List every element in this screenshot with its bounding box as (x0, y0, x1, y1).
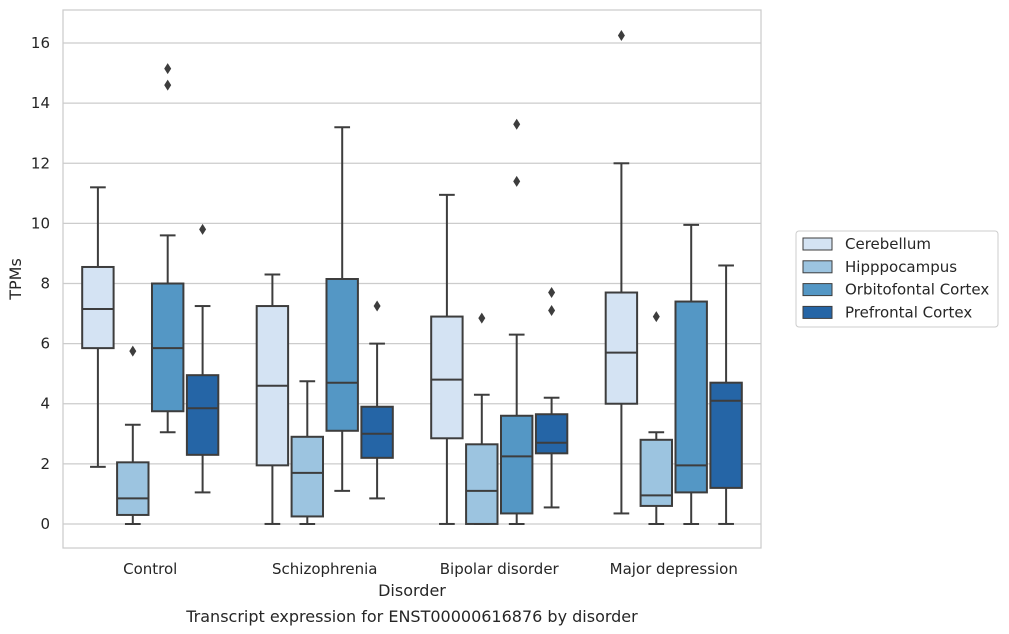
box-1-0 (255, 273, 290, 525)
x-tick-label: Bipolar disorder (440, 560, 560, 578)
outlier-point (548, 287, 556, 299)
outlier-point (617, 30, 625, 42)
box-body (674, 300, 708, 494)
legend-swatch (802, 260, 833, 274)
y-tick-label: 10 (31, 214, 50, 232)
box-body (290, 435, 325, 518)
box-0-2 (150, 63, 185, 434)
box-body (430, 315, 464, 440)
outlier-point (129, 345, 137, 357)
outlier-point (164, 63, 172, 75)
box-body (709, 381, 743, 489)
legend-swatch (802, 237, 833, 251)
outlier-point (478, 312, 486, 324)
box-2-2 (499, 118, 534, 525)
outlier-point (164, 79, 172, 91)
box-2-3 (534, 287, 569, 509)
box-2-1 (465, 312, 499, 525)
box-1-2 (325, 126, 359, 492)
box-plot-area (81, 30, 743, 525)
box-body (604, 291, 639, 405)
chart-caption: Transcript expression for ENST0000061687… (185, 607, 638, 626)
y-tick-label: 4 (40, 395, 50, 413)
y-tick-label: 14 (31, 94, 50, 112)
outlier-point (373, 300, 381, 312)
y-tick-label: 2 (40, 455, 50, 473)
legend-swatch (802, 305, 833, 319)
x-tick-label: Major depression (610, 560, 738, 578)
box-0-1 (116, 345, 150, 525)
box-body (116, 461, 150, 516)
x-tick-label: Control (123, 560, 177, 578)
box-body (360, 405, 394, 459)
box-body (81, 265, 115, 350)
box-3-2 (674, 223, 708, 525)
y-axis-title: TPMs (6, 258, 25, 301)
legend-swatch (802, 283, 833, 297)
y-tick-label: 8 (40, 275, 50, 293)
y-tick-labels: 0 2 4 6 8 10 12 14 16 (31, 34, 50, 533)
y-tick-label: 16 (31, 34, 50, 52)
box-body (534, 413, 569, 455)
outlier-point (513, 118, 521, 130)
box-1-3 (360, 300, 394, 500)
outlier-point (513, 175, 521, 187)
outlier-point (548, 305, 556, 317)
box-3-0 (604, 30, 639, 515)
legend: Cerebellum Hipppocampus Orbitofontal Corte… (795, 230, 999, 328)
box-0-3 (185, 223, 220, 494)
box-0-0 (81, 186, 115, 468)
box-2-0 (430, 193, 464, 525)
legend-label: Prefrontal Cortex (845, 303, 972, 321)
box-body (185, 374, 220, 456)
plot-frame (62, 9, 762, 549)
legend-label: Cerebellum (845, 235, 931, 253)
legend-label: Hipppocampus (845, 258, 957, 276)
y-tick-label: 0 (40, 515, 50, 533)
x-tick-label: Schizophrenia (272, 560, 377, 578)
x-axis-title: Disorder (378, 581, 446, 600)
box-3-3 (709, 264, 743, 525)
legend-label: Orbitofontal Cortex (845, 281, 989, 299)
outlier-point (652, 311, 660, 323)
outlier-point (199, 223, 207, 235)
x-tick-labels: Control Schizophrenia Bipolar disorder Majo… (123, 560, 738, 578)
box-body (499, 414, 534, 515)
box-1-1 (290, 380, 325, 525)
box-body (325, 278, 359, 432)
box-body (465, 443, 499, 525)
legend-frame (795, 230, 999, 328)
box-3-1 (639, 311, 674, 525)
y-tick-label: 12 (31, 154, 50, 172)
y-tick-label: 6 (40, 335, 50, 353)
